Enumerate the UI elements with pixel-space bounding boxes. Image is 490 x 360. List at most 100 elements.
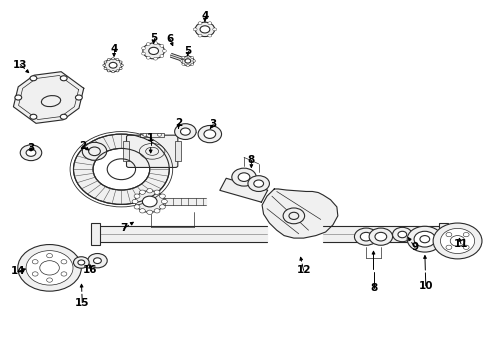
Circle shape [119, 61, 122, 63]
Circle shape [161, 199, 167, 204]
Circle shape [61, 272, 67, 276]
Text: 15: 15 [75, 298, 90, 308]
Circle shape [160, 44, 164, 47]
Polygon shape [220, 178, 268, 202]
Circle shape [154, 209, 160, 213]
Circle shape [463, 233, 469, 237]
Circle shape [181, 56, 194, 66]
Circle shape [107, 59, 110, 61]
Circle shape [191, 57, 194, 59]
Circle shape [116, 59, 119, 61]
Circle shape [446, 233, 452, 237]
Text: 4: 4 [110, 44, 118, 54]
Circle shape [142, 52, 146, 55]
Circle shape [147, 210, 153, 215]
Bar [91, 223, 100, 244]
Circle shape [18, 244, 81, 291]
Circle shape [153, 57, 157, 60]
Circle shape [132, 199, 138, 204]
Circle shape [147, 56, 150, 59]
Bar [440, 223, 448, 244]
Circle shape [134, 194, 140, 198]
Circle shape [93, 148, 150, 190]
Circle shape [32, 272, 38, 276]
Circle shape [47, 253, 52, 258]
Circle shape [433, 223, 482, 259]
Text: 13: 13 [13, 59, 27, 69]
Polygon shape [262, 189, 338, 238]
Text: 6: 6 [167, 35, 174, 44]
Circle shape [186, 64, 189, 67]
Circle shape [354, 228, 378, 245]
Circle shape [180, 60, 183, 62]
Circle shape [174, 124, 196, 139]
Circle shape [147, 42, 150, 45]
Circle shape [360, 232, 372, 241]
Text: 5: 5 [184, 46, 192, 56]
Circle shape [32, 260, 38, 264]
Circle shape [180, 128, 190, 135]
Polygon shape [13, 72, 84, 123]
Circle shape [103, 64, 106, 66]
Circle shape [162, 49, 166, 52]
Text: 9: 9 [412, 242, 418, 252]
Circle shape [20, 145, 42, 161]
Circle shape [134, 205, 140, 209]
Text: 3: 3 [27, 143, 35, 153]
Circle shape [47, 278, 52, 282]
Circle shape [60, 114, 67, 119]
Circle shape [153, 42, 157, 45]
Circle shape [248, 176, 270, 192]
Circle shape [232, 168, 256, 186]
Circle shape [208, 22, 212, 24]
Circle shape [121, 64, 123, 66]
Circle shape [407, 226, 442, 252]
Circle shape [107, 70, 110, 72]
Circle shape [104, 67, 107, 69]
Circle shape [74, 134, 169, 204]
FancyBboxPatch shape [126, 135, 178, 167]
Text: 11: 11 [454, 239, 468, 249]
Circle shape [104, 61, 107, 63]
Circle shape [78, 260, 85, 265]
Text: 12: 12 [296, 265, 311, 275]
Circle shape [143, 196, 157, 207]
Circle shape [198, 126, 221, 143]
Bar [123, 141, 129, 161]
Text: 4: 4 [201, 11, 209, 21]
Circle shape [398, 231, 407, 238]
Circle shape [446, 245, 452, 249]
Text: 16: 16 [83, 265, 98, 275]
Circle shape [142, 47, 146, 50]
Text: 8: 8 [370, 283, 377, 293]
Text: 14: 14 [10, 266, 25, 276]
Circle shape [186, 55, 189, 57]
Circle shape [104, 59, 122, 72]
Circle shape [159, 194, 165, 198]
Circle shape [185, 59, 191, 63]
Circle shape [463, 245, 469, 249]
Bar [140, 133, 164, 137]
Circle shape [143, 43, 164, 59]
Circle shape [182, 57, 185, 59]
Circle shape [15, 95, 22, 100]
Circle shape [182, 63, 185, 65]
Circle shape [254, 180, 264, 187]
Circle shape [195, 22, 215, 37]
Circle shape [198, 34, 202, 37]
Circle shape [283, 208, 305, 224]
Circle shape [441, 228, 475, 253]
Text: 5: 5 [150, 33, 157, 43]
Circle shape [208, 34, 212, 37]
Text: 3: 3 [210, 120, 217, 129]
Circle shape [369, 228, 392, 245]
Circle shape [414, 231, 436, 247]
Circle shape [30, 114, 37, 119]
Circle shape [109, 62, 117, 68]
Circle shape [140, 190, 146, 194]
Text: 7: 7 [120, 224, 127, 233]
Circle shape [143, 134, 147, 136]
Circle shape [30, 76, 37, 81]
Text: 8: 8 [248, 155, 255, 165]
Circle shape [116, 70, 119, 72]
